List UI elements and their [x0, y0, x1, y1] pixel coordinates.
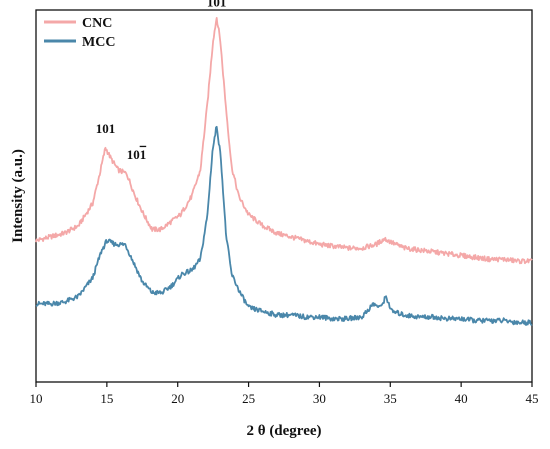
plot-frame	[35, 9, 533, 383]
x-tick-label-35: 35	[384, 391, 397, 406]
x-tick-label-10: 10	[30, 391, 43, 406]
x-tick-label-30: 30	[313, 391, 326, 406]
x-tick-label-20: 20	[171, 391, 184, 406]
legend-label-cnc: CNC	[82, 16, 112, 31]
x-tick-label-15: 15	[100, 391, 113, 406]
x-tick-label-25: 25	[242, 391, 255, 406]
series-line-cnc	[35, 16, 533, 265]
y-axis-title: Intensity (a.u.)	[10, 149, 26, 243]
x-axis-ticks: 10 15 20 25 30 35 40 45	[30, 382, 539, 406]
peak-label-101-main: 101	[207, 0, 227, 9]
x-axis-title: 2 θ (degree)	[246, 423, 321, 439]
peak-label-101-left: 101	[96, 121, 116, 136]
peak-label-1bar-part: 1	[140, 147, 147, 162]
x-tick-label-45: 45	[526, 391, 539, 406]
legend: CNC MCC	[44, 16, 115, 50]
legend-label-mcc: MCC	[82, 35, 115, 50]
peak-label-10-1bar: 101	[127, 147, 147, 162]
peak-label-10-part: 10	[127, 147, 140, 162]
x-tick-label-40: 40	[455, 391, 468, 406]
series-line-mcc	[35, 125, 533, 326]
